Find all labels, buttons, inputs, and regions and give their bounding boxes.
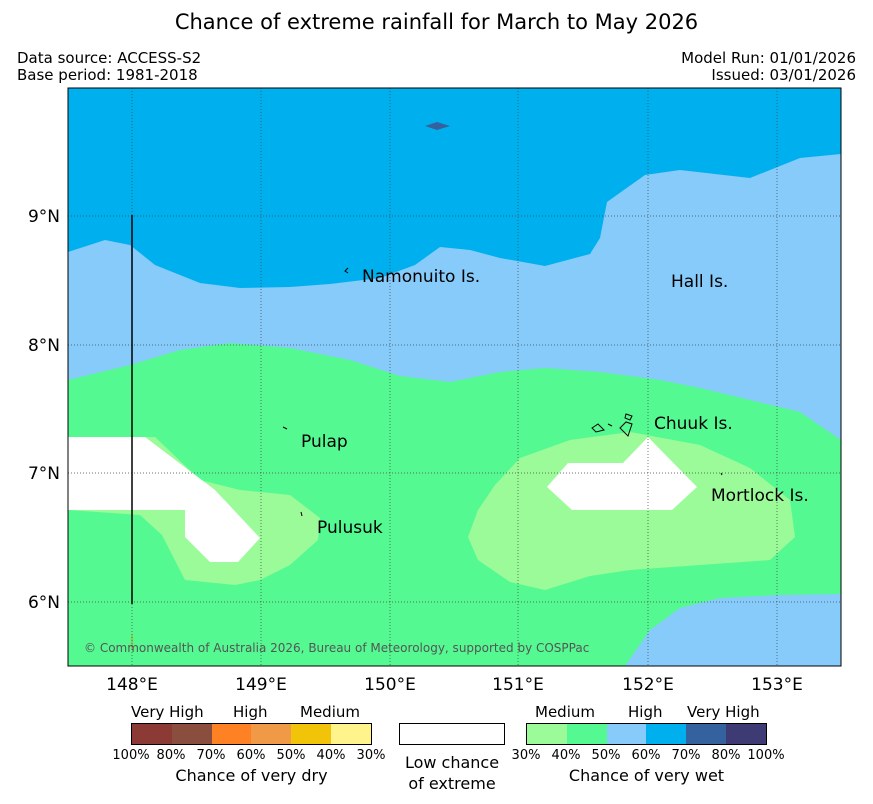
x-tick-153: 153°E bbox=[751, 675, 803, 695]
wet-tick-60: 60% bbox=[631, 748, 661, 763]
probability-fields bbox=[68, 88, 841, 666]
dry-tick-60: 60% bbox=[236, 748, 266, 763]
wet-tick-70: 70% bbox=[671, 748, 701, 763]
plot-frame bbox=[67, 87, 842, 667]
x-tick-150: 150°E bbox=[364, 675, 416, 695]
zone-low-chance-west bbox=[68, 437, 260, 562]
dry-tick-50: 50% bbox=[276, 748, 306, 763]
x-tick-148: 148°E bbox=[106, 675, 158, 695]
label-mortlock: Mortlock Is. bbox=[711, 486, 809, 506]
wet-header-high: High bbox=[628, 703, 663, 721]
dry-header-very-high: Very High bbox=[131, 703, 204, 721]
wet-caption: Chance of very wet bbox=[568, 766, 725, 785]
dry-tick-30: 30% bbox=[356, 748, 386, 763]
dry-tick-100: 100% bbox=[112, 748, 150, 763]
label-pulap: Pulap bbox=[301, 432, 348, 452]
wet-tick-40: 40% bbox=[551, 748, 581, 763]
model-run: Model Run: 01/01/2026 bbox=[681, 49, 856, 67]
wet-swatch-80-100 bbox=[726, 724, 766, 744]
dry-header-medium: Medium bbox=[300, 703, 360, 721]
data-source: Data source: ACCESS-S2 bbox=[17, 49, 202, 67]
wet-header-very-high: Very High bbox=[687, 703, 760, 721]
label-hall: Hall Is. bbox=[671, 272, 728, 292]
wet-swatch-60-70 bbox=[646, 724, 687, 744]
dry-caption: Chance of very dry bbox=[175, 766, 328, 785]
y-tick-8n: 8°N bbox=[28, 336, 60, 356]
dry-swatch-80-100 bbox=[132, 724, 172, 744]
map-title: Chance of extreme rainfall for March to … bbox=[174, 10, 699, 34]
y-tick-6n: 6°N bbox=[28, 593, 60, 613]
dry-swatch-50-60 bbox=[251, 724, 292, 744]
island-outlines bbox=[282, 267, 723, 517]
dry-swatch-30-40 bbox=[331, 724, 371, 744]
dry-swatch-60-70 bbox=[211, 724, 252, 744]
meta-right: Model Run: 01/01/2026 Issued: 03/01/2026 bbox=[681, 50, 856, 84]
dry-tick-80: 80% bbox=[156, 748, 186, 763]
zone-wet-70-80-spot bbox=[425, 122, 450, 130]
dry-colorbar bbox=[131, 723, 372, 745]
wet-tick-30: 30% bbox=[511, 748, 541, 763]
meta-left: Data source: ACCESS-S2 Base period: 1981… bbox=[17, 50, 201, 84]
y-axis-labels: 9°N 8°N 7°N 6°N bbox=[28, 207, 60, 613]
x-tick-152: 152°E bbox=[622, 675, 674, 695]
base-period: Base period: 1981-2018 bbox=[17, 66, 198, 84]
wet-tick-50: 50% bbox=[591, 748, 621, 763]
dry-swatch-70-80 bbox=[171, 724, 212, 744]
low-chance-swatch bbox=[399, 723, 505, 745]
wet-swatch-50-60 bbox=[606, 724, 647, 744]
copyright-notice: © Commonwealth of Australia 2026, Bureau… bbox=[84, 641, 589, 655]
label-pulusuk: Pulusuk bbox=[317, 518, 383, 538]
wet-swatch-40-50 bbox=[566, 724, 607, 744]
y-tick-7n: 7°N bbox=[28, 464, 60, 484]
forecast-map: Namonuito Is. Hall Is. Pulap Chuuk Is. M… bbox=[28, 87, 842, 695]
label-chuuk: Chuuk Is. bbox=[654, 414, 733, 434]
x-axis-labels: 148°E 149°E 150°E 151°E 152°E 153°E bbox=[106, 675, 803, 695]
zone-low-chance-east bbox=[547, 437, 697, 510]
wet-colorbar bbox=[526, 723, 767, 745]
zone-wet-40-50 bbox=[68, 343, 841, 666]
low-caption-line2: of extreme bbox=[408, 774, 496, 793]
wet-swatch-70-80 bbox=[686, 724, 727, 744]
zone-wet-30-40-east bbox=[468, 432, 795, 590]
wet-tick-100: 100% bbox=[747, 748, 785, 763]
low-caption-line1: Low chance bbox=[404, 753, 500, 772]
label-namonuito: Namonuito Is. bbox=[362, 267, 480, 287]
y-tick-9n: 9°N bbox=[28, 207, 60, 227]
dry-header-high: High bbox=[233, 703, 268, 721]
low-chance-caption: Low chance of extreme bbox=[390, 752, 514, 794]
dry-swatch-40-50 bbox=[291, 724, 332, 744]
dry-tick-40: 40% bbox=[316, 748, 346, 763]
wet-tick-80: 80% bbox=[711, 748, 741, 763]
dry-tick-70: 70% bbox=[196, 748, 226, 763]
zone-wet-50-60-south bbox=[625, 594, 841, 666]
wet-header-medium: Medium bbox=[535, 703, 595, 721]
x-tick-149: 149°E bbox=[235, 675, 287, 695]
issued-date: Issued: 03/01/2026 bbox=[711, 66, 856, 84]
wet-swatch-30-40 bbox=[527, 724, 567, 744]
x-tick-151: 151°E bbox=[492, 675, 544, 695]
